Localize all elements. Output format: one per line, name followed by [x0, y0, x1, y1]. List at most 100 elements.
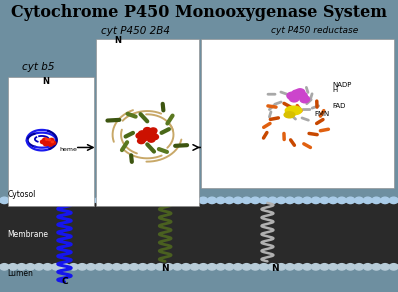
Circle shape	[389, 197, 398, 204]
Circle shape	[216, 197, 225, 204]
Circle shape	[372, 197, 381, 204]
Circle shape	[355, 197, 363, 204]
Circle shape	[35, 264, 43, 270]
Circle shape	[112, 197, 121, 204]
Circle shape	[26, 197, 35, 204]
Circle shape	[130, 197, 139, 204]
Circle shape	[69, 264, 78, 270]
Circle shape	[346, 264, 355, 270]
Text: NADP
H: NADP H	[333, 82, 352, 93]
Text: Membrane: Membrane	[7, 230, 48, 239]
Circle shape	[86, 197, 95, 204]
Circle shape	[136, 133, 144, 138]
Circle shape	[251, 197, 259, 204]
Circle shape	[35, 197, 43, 204]
Circle shape	[298, 92, 307, 99]
Circle shape	[242, 197, 251, 204]
Circle shape	[277, 264, 286, 270]
Text: Lumen: Lumen	[7, 269, 33, 278]
Circle shape	[43, 264, 52, 270]
Circle shape	[225, 264, 234, 270]
Circle shape	[43, 197, 52, 204]
Circle shape	[300, 96, 310, 103]
Text: cyt P450 reductase: cyt P450 reductase	[271, 26, 358, 35]
Circle shape	[320, 197, 329, 204]
Text: N: N	[161, 264, 169, 273]
Circle shape	[156, 197, 164, 204]
Circle shape	[26, 264, 35, 270]
Circle shape	[329, 264, 338, 270]
Circle shape	[121, 264, 130, 270]
Circle shape	[52, 197, 60, 204]
Circle shape	[48, 142, 53, 146]
Circle shape	[78, 197, 87, 204]
Circle shape	[389, 264, 398, 270]
Circle shape	[285, 264, 294, 270]
Bar	[96, 39, 199, 206]
Circle shape	[51, 141, 56, 145]
Circle shape	[52, 264, 60, 270]
Circle shape	[259, 264, 268, 270]
Circle shape	[69, 197, 78, 204]
Circle shape	[355, 264, 363, 270]
Text: N: N	[42, 77, 49, 86]
Circle shape	[49, 138, 54, 142]
Circle shape	[0, 264, 9, 270]
Circle shape	[173, 264, 182, 270]
Circle shape	[78, 264, 87, 270]
Text: FMN: FMN	[314, 111, 330, 117]
Circle shape	[0, 197, 9, 204]
Circle shape	[9, 197, 18, 204]
Circle shape	[181, 197, 190, 204]
Circle shape	[303, 264, 312, 270]
Ellipse shape	[284, 112, 295, 118]
Circle shape	[199, 264, 208, 270]
Circle shape	[138, 138, 145, 144]
Circle shape	[17, 197, 26, 204]
Circle shape	[268, 264, 277, 270]
Circle shape	[208, 264, 217, 270]
Circle shape	[363, 264, 372, 270]
Circle shape	[151, 134, 158, 140]
Circle shape	[156, 264, 164, 270]
Circle shape	[95, 264, 104, 270]
Ellipse shape	[285, 106, 302, 115]
Circle shape	[259, 197, 268, 204]
Circle shape	[45, 138, 48, 140]
Text: FAD: FAD	[333, 103, 346, 109]
Circle shape	[311, 197, 320, 204]
Text: Cytochrome P450 Monooxygenase System: Cytochrome P450 Monooxygenase System	[11, 4, 387, 21]
Circle shape	[363, 197, 372, 204]
Circle shape	[139, 131, 146, 136]
Circle shape	[41, 140, 45, 144]
Circle shape	[295, 89, 305, 96]
Circle shape	[199, 197, 208, 204]
Circle shape	[277, 197, 286, 204]
Text: cyt P450 2B4: cyt P450 2B4	[101, 27, 170, 36]
Circle shape	[234, 197, 242, 204]
Circle shape	[164, 197, 173, 204]
Circle shape	[311, 264, 320, 270]
Circle shape	[86, 264, 95, 270]
Circle shape	[140, 136, 147, 141]
Circle shape	[173, 197, 182, 204]
Circle shape	[372, 264, 381, 270]
Circle shape	[225, 197, 234, 204]
Circle shape	[285, 197, 294, 204]
Circle shape	[51, 141, 54, 143]
Circle shape	[130, 264, 139, 270]
Circle shape	[144, 128, 151, 133]
Circle shape	[150, 128, 157, 133]
Circle shape	[268, 197, 277, 204]
Text: C: C	[61, 277, 68, 286]
Circle shape	[289, 95, 299, 102]
Circle shape	[148, 137, 155, 142]
Circle shape	[104, 264, 113, 270]
Bar	[201, 39, 394, 188]
Circle shape	[164, 264, 173, 270]
Circle shape	[112, 264, 121, 270]
Circle shape	[60, 197, 69, 204]
Circle shape	[139, 197, 147, 204]
Circle shape	[144, 133, 151, 138]
Circle shape	[251, 264, 259, 270]
